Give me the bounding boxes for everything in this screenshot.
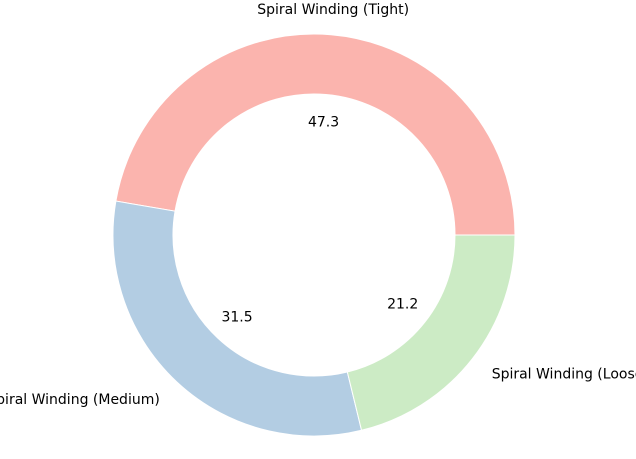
donut-value-label-3: 21.2 (387, 297, 418, 313)
donut-category-label-1: Spiral Winding (Tight) (257, 2, 409, 18)
donut-value-label-1: 47.3 (308, 115, 339, 131)
donut-category-label-2: Spiral Winding (Medium) (0, 392, 160, 408)
donut-slices (113, 34, 515, 436)
donut-slice-1 (116, 34, 515, 235)
donut-slice-3 (347, 235, 515, 430)
donut-category-label-3: Spiral Winding (Loose) (492, 367, 636, 383)
donut-value-label-2: 31.5 (221, 309, 252, 325)
